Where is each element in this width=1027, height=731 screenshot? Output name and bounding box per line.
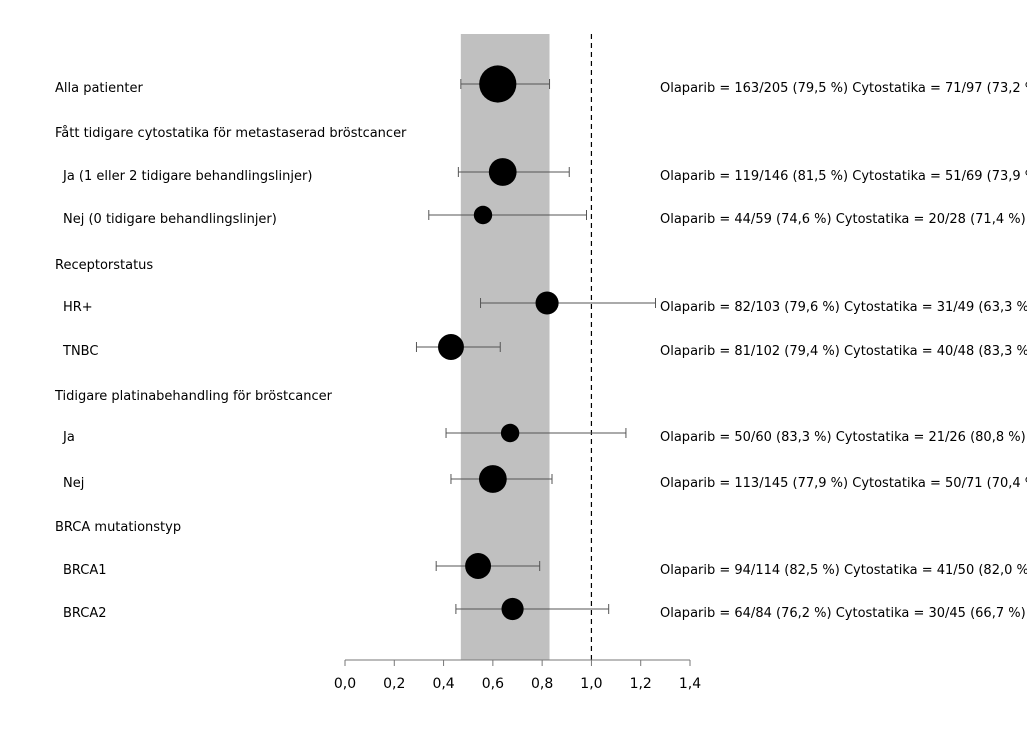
row-label: Nej xyxy=(63,476,84,491)
row-detail: Olaparib = 81/102 (79,4 %) Cytostatika =… xyxy=(660,344,1027,359)
point-estimate xyxy=(500,423,520,443)
subgroup-header: BRCA mutationstyp xyxy=(55,520,181,535)
row-detail: Olaparib = 94/114 (82,5 %) Cytostatika =… xyxy=(660,563,1027,578)
x-tick-label: 0,4 xyxy=(432,676,454,692)
row-label: Tidigare platinabehandling för bröstcanc… xyxy=(54,389,333,404)
subgroup-row: Alla patienter Olaparib = 163/205 (79,5 %… xyxy=(55,65,1027,103)
row-label: BRCA2 xyxy=(63,606,107,621)
row-label: Fått tidigare cytostatika för metastaser… xyxy=(55,126,407,141)
subgroup-header: Fått tidigare cytostatika för metastaser… xyxy=(55,126,407,141)
subgroup-row: BRCA2 Olaparib = 64/84 (76,2 %) Cytostati… xyxy=(63,597,1026,621)
row-detail: Olaparib = 50/60 (83,3 %) Cytostatika = … xyxy=(660,430,1026,445)
subgroup-row: Ja (1 eller 2 tidigare behandlingslinjer… xyxy=(62,158,1027,186)
point-estimate xyxy=(535,291,559,315)
subgroup-row: Ja Olaparib = 50/60 (83,3 %) Cytostatika … xyxy=(62,423,1026,445)
subgroup-row: BRCA1 Olaparib = 94/114 (82,5 %) Cytostat… xyxy=(63,553,1027,579)
row-label: BRCA mutationstyp xyxy=(55,520,181,535)
point-estimate xyxy=(473,205,493,225)
row-detail: Olaparib = 44/59 (74,6 %) Cytostatika = … xyxy=(660,212,1026,227)
row-detail: Olaparib = 82/103 (79,6 %) Cytostatika =… xyxy=(660,300,1027,315)
point-estimate xyxy=(501,597,524,621)
x-axis: 0,0 0,2 0,4 0,6 0,8 1,0 1,2 1,4 xyxy=(334,659,701,692)
x-tick-label: 0,2 xyxy=(383,676,405,692)
row-label: HR+ xyxy=(63,300,93,315)
x-tick-label: 1,4 xyxy=(679,676,701,692)
x-tick-label: 0,0 xyxy=(334,676,356,692)
subgroup-row: HR+ Olaparib = 82/103 (79,6 %) Cytostatik… xyxy=(63,291,1027,315)
row-label: BRCA1 xyxy=(63,563,107,578)
x-tick-label: 0,8 xyxy=(531,676,553,692)
subgroup-row: Nej Olaparib = 113/145 (77,9 %) Cytostati… xyxy=(63,465,1027,493)
row-label: Alla patienter xyxy=(55,81,143,96)
row-label: Ja xyxy=(62,430,75,445)
subgroup-header: Tidigare platinabehandling för bröstcanc… xyxy=(54,389,333,404)
row-detail: Olaparib = 64/84 (76,2 %) Cytostatika = … xyxy=(660,606,1026,621)
row-detail: Olaparib = 119/146 (81,5 %) Cytostatika … xyxy=(660,169,1027,184)
row-label: Ja (1 eller 2 tidigare behandlingslinjer… xyxy=(62,169,312,184)
rows-layer: Alla patienter Olaparib = 163/205 (79,5 %… xyxy=(54,65,1027,621)
point-estimate xyxy=(478,465,507,493)
row-label: TNBC xyxy=(62,344,98,359)
point-estimate xyxy=(488,158,517,186)
point-estimate xyxy=(438,334,464,360)
subgroup-row: Nej (0 tidigare behandlingslinjer) Olapar… xyxy=(63,205,1026,227)
subgroup-row: TNBC Olaparib = 81/102 (79,4 %) Cytostati… xyxy=(62,334,1027,360)
x-tick-label: 0,6 xyxy=(482,676,504,692)
row-detail: Olaparib = 163/205 (79,5 %) Cytostatika … xyxy=(660,81,1027,96)
x-tick-label: 1,0 xyxy=(580,676,602,692)
row-detail: Olaparib = 113/145 (77,9 %) Cytostatika … xyxy=(660,476,1027,491)
row-label: Receptorstatus xyxy=(55,258,153,273)
x-tick-label: 1,2 xyxy=(630,676,652,692)
point-estimate xyxy=(465,553,492,579)
point-estimate xyxy=(479,65,517,103)
row-label: Nej (0 tidigare behandlingslinjer) xyxy=(63,212,277,227)
subgroup-header: Receptorstatus xyxy=(55,258,153,273)
